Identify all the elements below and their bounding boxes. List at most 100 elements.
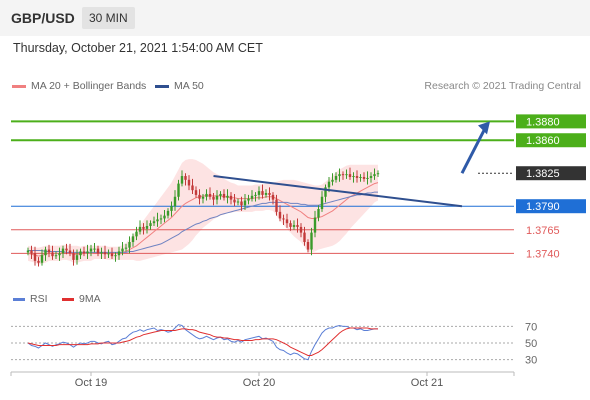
candle-body <box>145 225 149 229</box>
candle-body <box>44 249 47 256</box>
legend-rsi-swatch <box>13 297 25 301</box>
candle-body <box>93 248 96 250</box>
candle-body <box>226 195 229 198</box>
candle-body <box>345 174 348 176</box>
candle-body <box>47 249 51 253</box>
candle-body <box>75 255 79 260</box>
candle-body <box>366 177 369 179</box>
candle-body <box>163 215 166 219</box>
candle-body <box>219 193 222 196</box>
x-tick-label: Oct 21 <box>411 377 443 389</box>
candle-body <box>362 176 366 179</box>
candle-body <box>289 223 292 227</box>
candle-body <box>61 248 65 254</box>
rsi-line <box>27 324 378 361</box>
candle-body <box>317 209 320 218</box>
candle-body <box>72 253 75 260</box>
candle-body <box>324 187 327 197</box>
candle-body <box>110 253 114 257</box>
rsi-tick-50: 50 <box>525 338 537 350</box>
candle-body <box>212 196 215 200</box>
candle-body <box>222 193 226 198</box>
legend-ma20-bollinger: MA 20 + Bollinger Bands <box>12 80 146 92</box>
price-level-badge-1.3825 <box>516 166 586 181</box>
forecast-arrow-head <box>478 121 490 135</box>
legend-ma20-swatch <box>12 84 26 88</box>
legend-9ma-label: 9MA <box>79 293 101 305</box>
candle-body <box>33 253 37 261</box>
candle-body <box>68 250 72 254</box>
x-tick-label: Oct 20 <box>243 377 275 389</box>
candle-body <box>149 223 152 226</box>
candle-body <box>376 173 380 175</box>
candle-body <box>30 250 33 254</box>
candle-body <box>205 193 208 197</box>
price-level-label-1.3790: 1.3790 <box>526 201 560 213</box>
header-bar: GBP/USD 30 MIN <box>0 0 590 36</box>
candle-body <box>352 176 355 178</box>
candle-body <box>268 193 271 195</box>
candle-body <box>331 179 334 182</box>
candle-body <box>285 219 289 224</box>
rsi-tick-70: 70 <box>525 321 537 333</box>
candle-body <box>114 255 117 257</box>
candle-body <box>373 174 376 177</box>
candle-body <box>89 248 93 252</box>
candle-body <box>250 195 254 199</box>
candle-body <box>173 196 177 207</box>
candle-body <box>320 196 324 210</box>
candle-body <box>107 253 110 255</box>
candle-body <box>121 248 124 252</box>
candle-body <box>152 221 156 224</box>
candle-body <box>100 252 103 254</box>
candle-body <box>247 198 250 201</box>
price-level-badge-1.3860 <box>516 133 586 148</box>
candle-body <box>187 179 191 186</box>
chart-datetime: Thursday, October 21, 2021 1:54:00 AM CE… <box>13 41 263 55</box>
candle-body <box>299 226 303 233</box>
timeframe-button[interactable]: 30 MIN <box>82 7 135 29</box>
symbol-label: GBP/USD <box>11 10 75 26</box>
candle-body <box>198 194 201 199</box>
candle-body <box>341 174 345 176</box>
candle-body <box>82 251 86 254</box>
price-level-label-1.3880: 1.3880 <box>526 116 560 128</box>
candle-body <box>215 195 219 200</box>
candle-body <box>292 225 296 227</box>
price-level-label-1.3825: 1.3825 <box>526 168 560 180</box>
candle-body <box>338 174 341 177</box>
candle-body <box>359 176 362 178</box>
candle-body <box>257 191 261 195</box>
candle-body <box>275 199 278 212</box>
candle-body <box>201 196 205 199</box>
candle-body <box>327 181 331 188</box>
candle-body <box>58 253 61 256</box>
legend-ma50-swatch <box>155 84 169 88</box>
candle-body <box>96 248 100 254</box>
candle-body <box>86 251 89 254</box>
legend-ma50-label: MA 50 <box>174 80 204 92</box>
candle-body <box>271 194 275 200</box>
candle-body <box>313 217 317 233</box>
candle-body <box>310 232 313 250</box>
candle-body <box>170 206 173 211</box>
candle-body <box>166 210 170 216</box>
price-level-badge-1.3880 <box>516 114 586 129</box>
candle-body <box>261 191 264 195</box>
candle-body <box>26 250 30 253</box>
candle-body <box>79 251 82 256</box>
x-tick-label: Oct 19 <box>75 377 107 389</box>
candle-body <box>103 252 107 255</box>
candle-body <box>240 201 243 206</box>
trendline <box>213 175 463 208</box>
price-level-badge-1.3790 <box>516 199 586 214</box>
candle-body <box>54 255 58 257</box>
candle-body <box>131 236 135 243</box>
candle-body <box>236 201 240 203</box>
legend-ma20-label: MA 20 + Bollinger Bands <box>31 80 147 92</box>
candle-body <box>296 225 299 227</box>
candle-body <box>184 176 187 180</box>
candle-body <box>254 194 257 196</box>
candle-body <box>243 200 247 206</box>
candle-body <box>191 185 194 191</box>
